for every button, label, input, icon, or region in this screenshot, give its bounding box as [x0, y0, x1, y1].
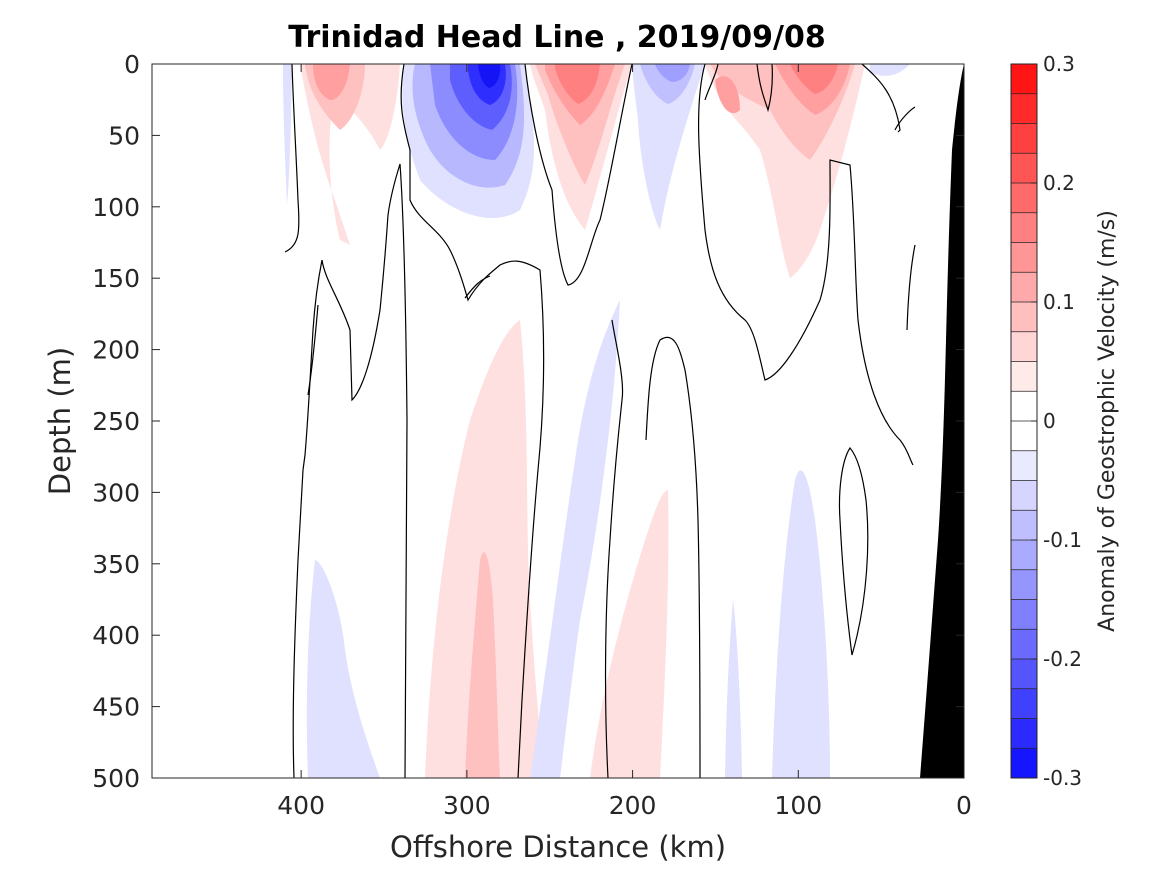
negative-anomaly-deep-95km	[772, 470, 830, 778]
colorbar-tick-label: -0.2	[1043, 647, 1082, 671]
x-tick-label: 300	[443, 791, 491, 820]
y-tick-label: 100	[92, 193, 140, 222]
colorbar-level	[1011, 93, 1037, 124]
negative-anomaly-west-edge	[283, 64, 292, 205]
negative-anomaly-deep-140km	[725, 600, 742, 778]
positive-anomaly-core-385km	[300, 64, 400, 245]
positive-anomaly-deep-225km	[590, 490, 669, 778]
colorbar-tick-label: -0.1	[1043, 528, 1082, 552]
colorbar-level	[1011, 123, 1037, 154]
positive-anomaly-core-95km	[705, 64, 865, 278]
colorbar-tick-label: -0.3	[1043, 766, 1082, 790]
negative-anomaly-deep-225km	[530, 300, 620, 778]
colorbar-level	[1011, 421, 1037, 452]
colorbar-label: Anomaly of Geostrophic Velocity (m/s)	[1095, 210, 1120, 632]
y-tick-label: 250	[92, 407, 140, 436]
colorbar-level	[1011, 718, 1037, 749]
x-axis-label: Offshore Distance (km)	[390, 830, 726, 864]
colorbar-tick-label: 0	[1043, 409, 1056, 433]
colorbar-level	[1011, 510, 1037, 541]
colorbar-level	[1011, 64, 1037, 95]
x-axis: 400 300 200 100 0	[277, 64, 972, 820]
colorbar-level	[1011, 688, 1037, 719]
colorbar-tick-label: 0.1	[1043, 290, 1075, 314]
y-tick-label: 200	[92, 336, 140, 365]
zero-contours	[284, 64, 916, 778]
colorbar-level	[1011, 183, 1037, 214]
y-axis-label: Depth (m)	[43, 347, 77, 495]
positive-anomaly-core-240km	[530, 64, 632, 230]
colorbar-level	[1011, 450, 1037, 481]
y-axis: 0 50 100 150 200 250 300 350 400 450 500	[92, 50, 964, 793]
bathymetry-seafloor	[920, 64, 964, 778]
colorbar-tick-label: 0.2	[1043, 171, 1075, 195]
x-tick-label: 200	[609, 791, 657, 820]
y-tick-label: 300	[92, 478, 140, 507]
x-tick-label: 100	[774, 791, 822, 820]
y-tick-label: 350	[92, 550, 140, 579]
colorbar-level	[1011, 391, 1037, 422]
colorbar-level	[1011, 302, 1037, 333]
chart-title: Trinidad Head Line , 2019/09/08	[288, 20, 825, 55]
y-tick-label: 50	[108, 121, 140, 150]
negative-anomaly-small	[870, 64, 910, 76]
colorbar-level	[1011, 272, 1037, 303]
negative-anomaly-core-190km	[632, 64, 705, 230]
y-tick-label: 450	[92, 693, 140, 722]
negative-anomaly-core-280km	[402, 64, 535, 219]
colorbar-level	[1011, 748, 1037, 779]
y-tick-label: 500	[92, 764, 140, 793]
colorbar-level	[1011, 242, 1037, 273]
colorbar-level	[1011, 540, 1037, 571]
colorbar-level	[1011, 212, 1037, 243]
colorbar: 0.3 0.2 0.1 0 -0.1 -0.2 -0.3	[1010, 52, 1082, 790]
x-tick-label: 400	[277, 791, 325, 820]
colorbar-level	[1011, 629, 1037, 660]
colorbar-tick-label: 0.3	[1043, 52, 1075, 76]
colorbar-level	[1011, 480, 1037, 511]
colorbar-level	[1011, 331, 1037, 362]
y-tick-label: 0	[124, 50, 140, 79]
colorbar-level	[1011, 599, 1037, 630]
velocity-field	[283, 64, 964, 778]
colorbar-level	[1011, 361, 1037, 392]
negative-anomaly-deep-370km	[306, 560, 380, 778]
colorbar-level	[1011, 569, 1037, 600]
positive-anomaly-deep-300km	[425, 320, 545, 778]
y-tick-label: 400	[92, 621, 140, 650]
y-tick-label: 150	[92, 264, 140, 293]
colorbar-level	[1011, 659, 1037, 690]
x-tick-label: 0	[956, 791, 972, 820]
colorbar-level	[1011, 153, 1037, 184]
